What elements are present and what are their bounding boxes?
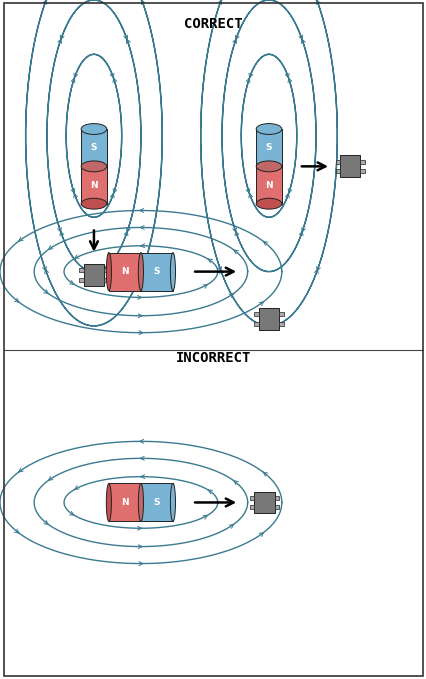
Text: INCORRECT: INCORRECT — [176, 351, 250, 365]
Ellipse shape — [106, 483, 111, 521]
Text: S: S — [265, 143, 272, 152]
Ellipse shape — [170, 253, 175, 291]
FancyBboxPatch shape — [258, 308, 279, 330]
Ellipse shape — [170, 483, 175, 521]
FancyBboxPatch shape — [254, 312, 258, 316]
FancyBboxPatch shape — [339, 155, 360, 177]
Ellipse shape — [256, 198, 281, 209]
FancyBboxPatch shape — [109, 253, 141, 291]
Ellipse shape — [256, 161, 281, 172]
Ellipse shape — [81, 161, 106, 172]
FancyBboxPatch shape — [81, 129, 106, 166]
FancyBboxPatch shape — [141, 253, 173, 291]
Ellipse shape — [138, 483, 143, 521]
FancyBboxPatch shape — [254, 492, 274, 513]
FancyBboxPatch shape — [79, 278, 83, 282]
Text: N: N — [121, 267, 128, 276]
FancyBboxPatch shape — [141, 483, 173, 521]
Ellipse shape — [138, 253, 143, 291]
FancyBboxPatch shape — [335, 160, 339, 164]
Ellipse shape — [256, 124, 281, 134]
FancyBboxPatch shape — [104, 268, 108, 272]
Text: N: N — [90, 181, 98, 189]
FancyBboxPatch shape — [360, 169, 364, 173]
Ellipse shape — [106, 253, 111, 291]
FancyBboxPatch shape — [83, 264, 104, 286]
FancyBboxPatch shape — [279, 312, 283, 316]
FancyBboxPatch shape — [335, 169, 339, 173]
Text: CORRECT: CORRECT — [184, 17, 242, 31]
FancyBboxPatch shape — [256, 166, 281, 204]
FancyBboxPatch shape — [250, 505, 254, 509]
FancyBboxPatch shape — [274, 505, 279, 509]
Text: N: N — [121, 498, 128, 507]
Text: N: N — [265, 181, 272, 189]
FancyBboxPatch shape — [256, 129, 281, 166]
FancyBboxPatch shape — [104, 278, 108, 282]
FancyBboxPatch shape — [109, 483, 141, 521]
FancyBboxPatch shape — [81, 166, 106, 204]
FancyBboxPatch shape — [79, 268, 83, 272]
Text: S: S — [153, 267, 160, 276]
FancyBboxPatch shape — [250, 496, 254, 500]
Ellipse shape — [81, 198, 106, 209]
Text: S: S — [90, 143, 97, 152]
Ellipse shape — [81, 124, 106, 134]
FancyBboxPatch shape — [274, 496, 279, 500]
FancyBboxPatch shape — [254, 322, 258, 326]
FancyBboxPatch shape — [279, 322, 283, 326]
Text: S: S — [153, 498, 160, 507]
FancyBboxPatch shape — [360, 160, 364, 164]
